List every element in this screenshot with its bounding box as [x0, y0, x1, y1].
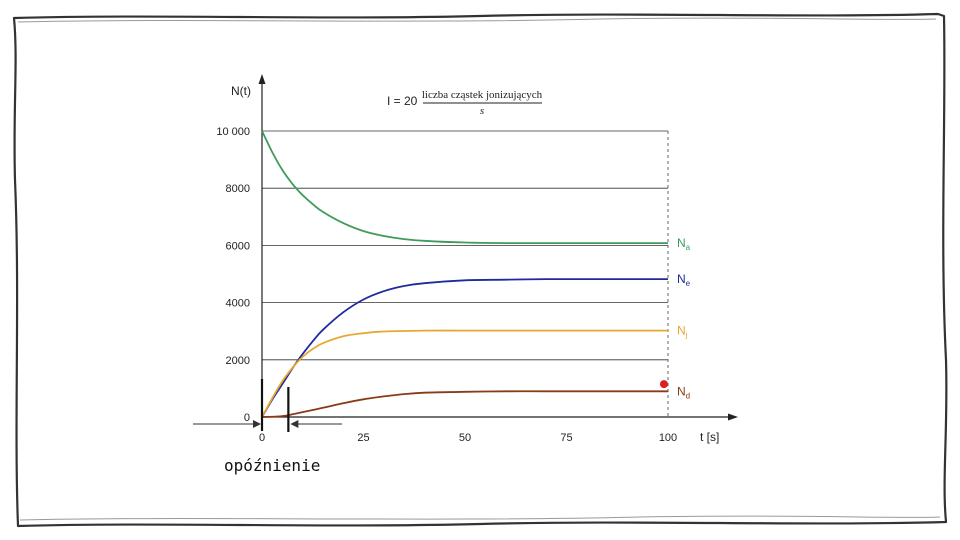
- formula-denominator: s: [480, 105, 484, 117]
- delay-arrow-left-icon: [290, 420, 299, 428]
- x-tick-labels: 0 25 50 75 100: [259, 432, 677, 444]
- series-line-Nj: [261, 329, 668, 418]
- x-axis-label: t [s]: [700, 430, 719, 444]
- delay-annotation: [193, 379, 342, 432]
- y-axis-label: N(t): [231, 84, 251, 98]
- series-line-Ne: [261, 278, 668, 418]
- y-tick-label: 4000: [226, 298, 250, 310]
- highlight-dot: [659, 380, 668, 389]
- x-axis-arrow-icon: [728, 413, 738, 421]
- y-tick-label: 6000: [226, 240, 250, 252]
- y-tick-label: 0: [244, 412, 250, 424]
- y-tick-label: 10 000: [216, 126, 250, 138]
- formula-numerator: liczba cząstek jonizujących: [422, 89, 543, 101]
- x-tick-label: 75: [560, 432, 572, 444]
- formula-lhs: I = 20: [387, 94, 418, 108]
- y-axis-arrow-icon: [258, 74, 266, 84]
- series-line-Nd: [261, 390, 668, 418]
- delay-caption: opóźnienie: [224, 456, 321, 475]
- series-labels: Na Ne Nj Nd: [677, 236, 691, 400]
- x-tick-label: 25: [357, 432, 369, 444]
- grid-lines: [262, 130, 668, 361]
- series-label-Na: Na: [677, 236, 691, 252]
- series-label-Nd: Nd: [677, 384, 690, 400]
- y-tick-labels: 0 2000 4000 6000 8000 10 000: [216, 126, 250, 424]
- x-tick-label: 50: [459, 432, 471, 444]
- series-lines: [261, 130, 668, 418]
- series-label-Nj: Nj: [677, 324, 688, 340]
- delay-arrow-right-icon: [253, 420, 261, 428]
- x-tick-label: 0: [259, 432, 265, 444]
- y-tick-label: 8000: [226, 183, 250, 195]
- series-line-Na: [261, 130, 668, 245]
- axes: [258, 74, 738, 421]
- y-tick-label: 2000: [226, 355, 250, 367]
- series-label-Ne: Ne: [677, 272, 691, 288]
- x-tick-label: 100: [659, 432, 677, 444]
- formula: I = 20 liczba cząstek jonizujących s: [387, 89, 543, 117]
